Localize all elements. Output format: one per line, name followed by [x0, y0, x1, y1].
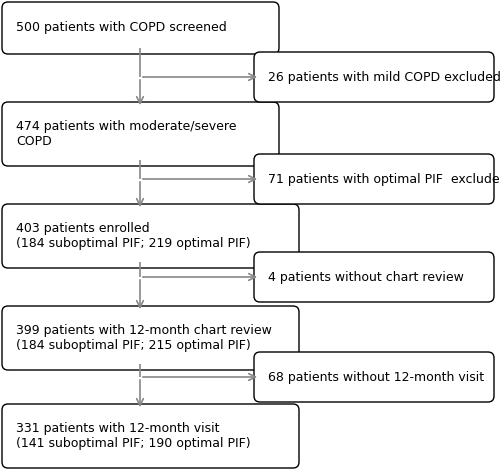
FancyBboxPatch shape [254, 252, 494, 302]
FancyBboxPatch shape [254, 154, 494, 204]
Text: 403 patients enrolled
(184 suboptimal PIF; 219 optimal PIF): 403 patients enrolled (184 suboptimal PI… [16, 222, 250, 250]
FancyBboxPatch shape [2, 404, 299, 468]
FancyBboxPatch shape [2, 2, 279, 54]
Text: 474 patients with moderate/severe
COPD: 474 patients with moderate/severe COPD [16, 120, 236, 148]
Text: 4 patients without chart review: 4 patients without chart review [268, 270, 464, 284]
FancyBboxPatch shape [2, 102, 279, 166]
Text: 331 patients with 12-month visit
(141 suboptimal PIF; 190 optimal PIF): 331 patients with 12-month visit (141 su… [16, 422, 250, 450]
FancyBboxPatch shape [2, 204, 299, 268]
Text: 68 patients without 12-month visit: 68 patients without 12-month visit [268, 371, 484, 383]
Text: 500 patients with COPD screened: 500 patients with COPD screened [16, 22, 227, 34]
Text: 26 patients with mild COPD excluded: 26 patients with mild COPD excluded [268, 70, 500, 84]
Text: 399 patients with 12-month chart review
(184 suboptimal PIF; 215 optimal PIF): 399 patients with 12-month chart review … [16, 324, 272, 352]
FancyBboxPatch shape [2, 306, 299, 370]
FancyBboxPatch shape [254, 352, 494, 402]
Text: 71 patients with optimal PIF  excluded: 71 patients with optimal PIF excluded [268, 172, 500, 185]
FancyBboxPatch shape [254, 52, 494, 102]
